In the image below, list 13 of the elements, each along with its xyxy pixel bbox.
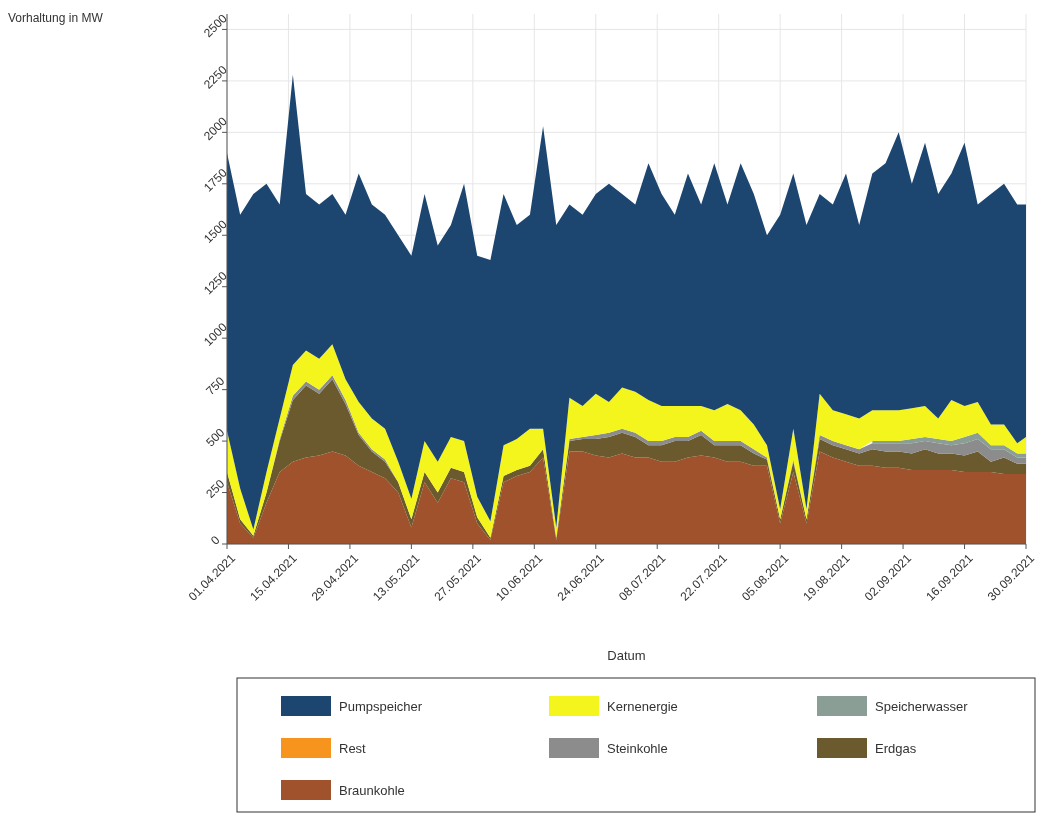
legend-label: Erdgas [875,741,917,756]
y-tick-label: 750 [203,373,228,398]
legend-label: Rest [339,741,367,756]
legend-label: Speicherwasser [875,699,969,714]
legend-label: Pumpspeicher [339,699,423,714]
x-axis-title: Datum [607,648,646,663]
y-tick-label: 250 [203,476,228,501]
y-tick-label: 0 [208,532,223,548]
legend-label: Steinkohle [607,741,668,756]
y-tick-label: 500 [203,425,228,450]
legend-label: Braunkohle [339,783,405,798]
text: Vorhaltung in MW [8,11,104,25]
legend-label: Kernenergie [607,699,678,714]
